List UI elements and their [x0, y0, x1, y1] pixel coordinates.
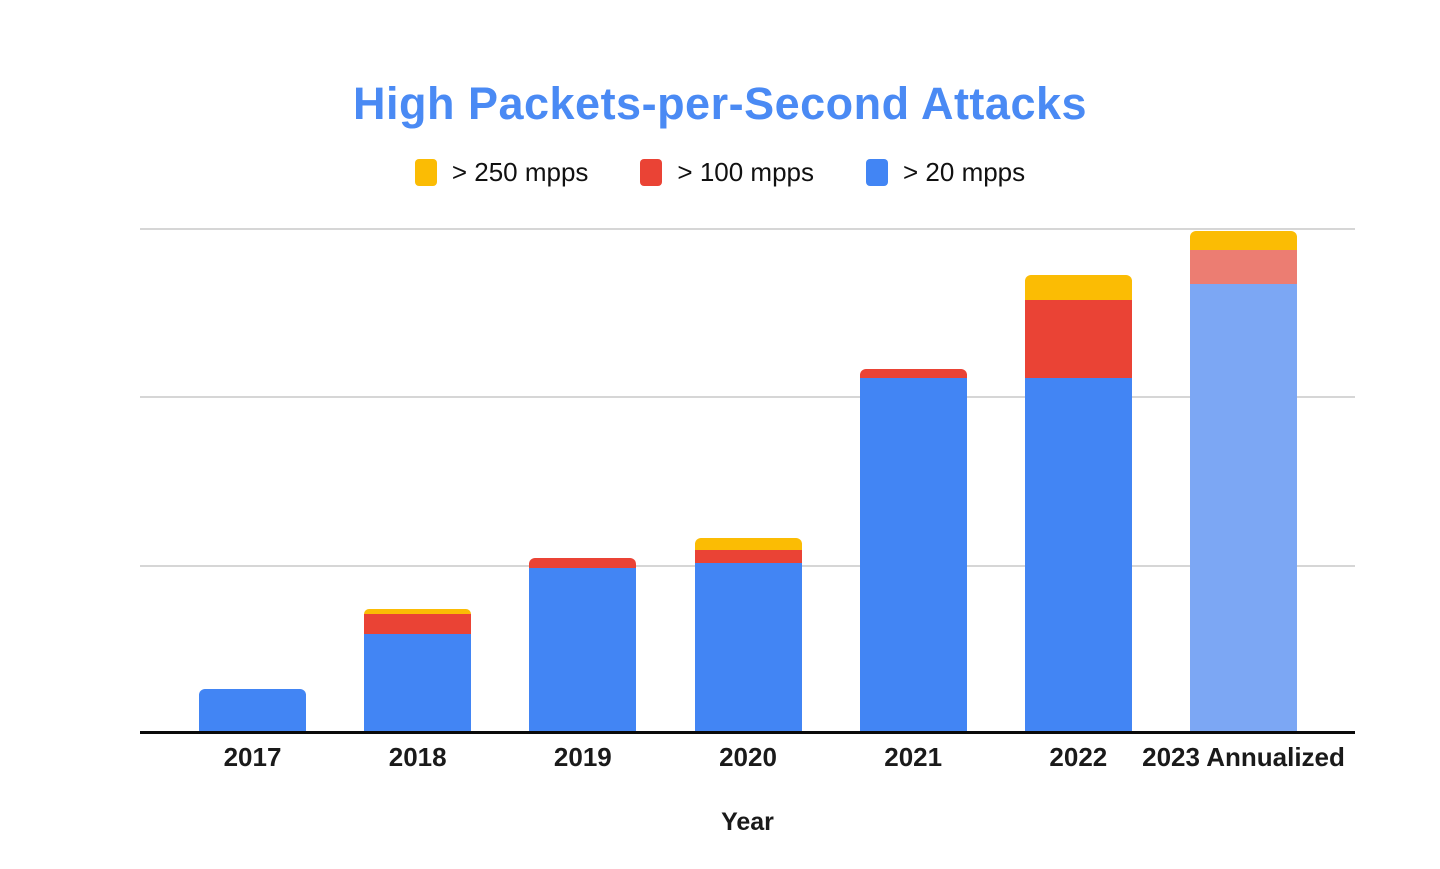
bar-segment-20-mpps: [859, 377, 967, 733]
x-tick-label-2018: 2018: [388, 742, 447, 772]
x-tick-label-2022: 2022: [1049, 742, 1108, 772]
bar-2023-annualized: [1190, 231, 1298, 733]
x-tick-label-2020: 2020: [719, 742, 777, 772]
legend-label-gt-250-mpps: > 250 mpps: [451, 157, 589, 187]
legend-item-gt-250-mpps: > 250 mpps: [414, 157, 589, 188]
bar-segment-100-mpps: [364, 613, 472, 634]
legend-swatch-gt-100-mpps-icon: [640, 159, 663, 186]
legend: > 250 mpps > 100 mpps > 20 mpps: [0, 157, 1440, 188]
gridline: [140, 396, 1355, 398]
bar-segment-250-mpps: [1190, 231, 1298, 250]
x-tick-label-2023-annualized: 2023 Annualized: [1142, 742, 1345, 772]
bar-segment-20-mpps: [364, 633, 472, 733]
bar-segment-100-mpps: [859, 369, 967, 378]
x-tick-label-2019: 2019: [553, 742, 612, 772]
x-axis-title: Year: [721, 808, 774, 836]
bar-segment-20-mpps: [199, 689, 306, 733]
plot-area: 2017 2018 2019 2020 2021 2022 2023 Annualized: [140, 228, 1355, 772]
legend-item-gt-100-mpps: > 100 mpps: [640, 157, 814, 188]
x-tick-label-2017: 2017: [223, 742, 282, 772]
legend-item-gt-20-mpps: > 20 mpps: [866, 157, 1025, 188]
bar-2020: [694, 537, 802, 733]
bar-segment-20-mpps: [1190, 283, 1298, 733]
bar-2019: [529, 557, 637, 733]
bar-segment-20-mpps: [1024, 377, 1132, 733]
bar-segment-20-mpps: [694, 563, 802, 733]
bar-segment-250-mpps: [364, 608, 472, 614]
x-tick-label-2021: 2021: [884, 742, 943, 772]
bar-segment-250-mpps: [694, 537, 802, 550]
bar-segment-100-mpps: [529, 557, 637, 568]
legend-label-gt-100-mpps: > 100 mpps: [677, 157, 815, 187]
bar-segment-100-mpps: [1024, 300, 1132, 378]
bar-2022: [1024, 275, 1132, 733]
legend-swatch-gt-20-mpps-icon: [866, 159, 889, 186]
bar-segment-20-mpps: [529, 568, 637, 733]
chart-title: High Packets-per-Second Attacks: [352, 78, 1088, 129]
legend-label-gt-20-mpps: > 20 mpps: [903, 157, 1026, 187]
bar-segment-100-mpps: [694, 549, 802, 563]
x-axis-line: [140, 731, 1355, 734]
bar-segment-250-mpps: [1024, 275, 1132, 301]
bar-segment-100-mpps: [1190, 249, 1298, 284]
bar-2021: [859, 369, 967, 733]
gridline: [140, 228, 1355, 230]
bar-2018: [364, 608, 472, 733]
legend-swatch-gt-250-mpps-icon: [414, 159, 437, 186]
bar-2017: [199, 689, 306, 733]
